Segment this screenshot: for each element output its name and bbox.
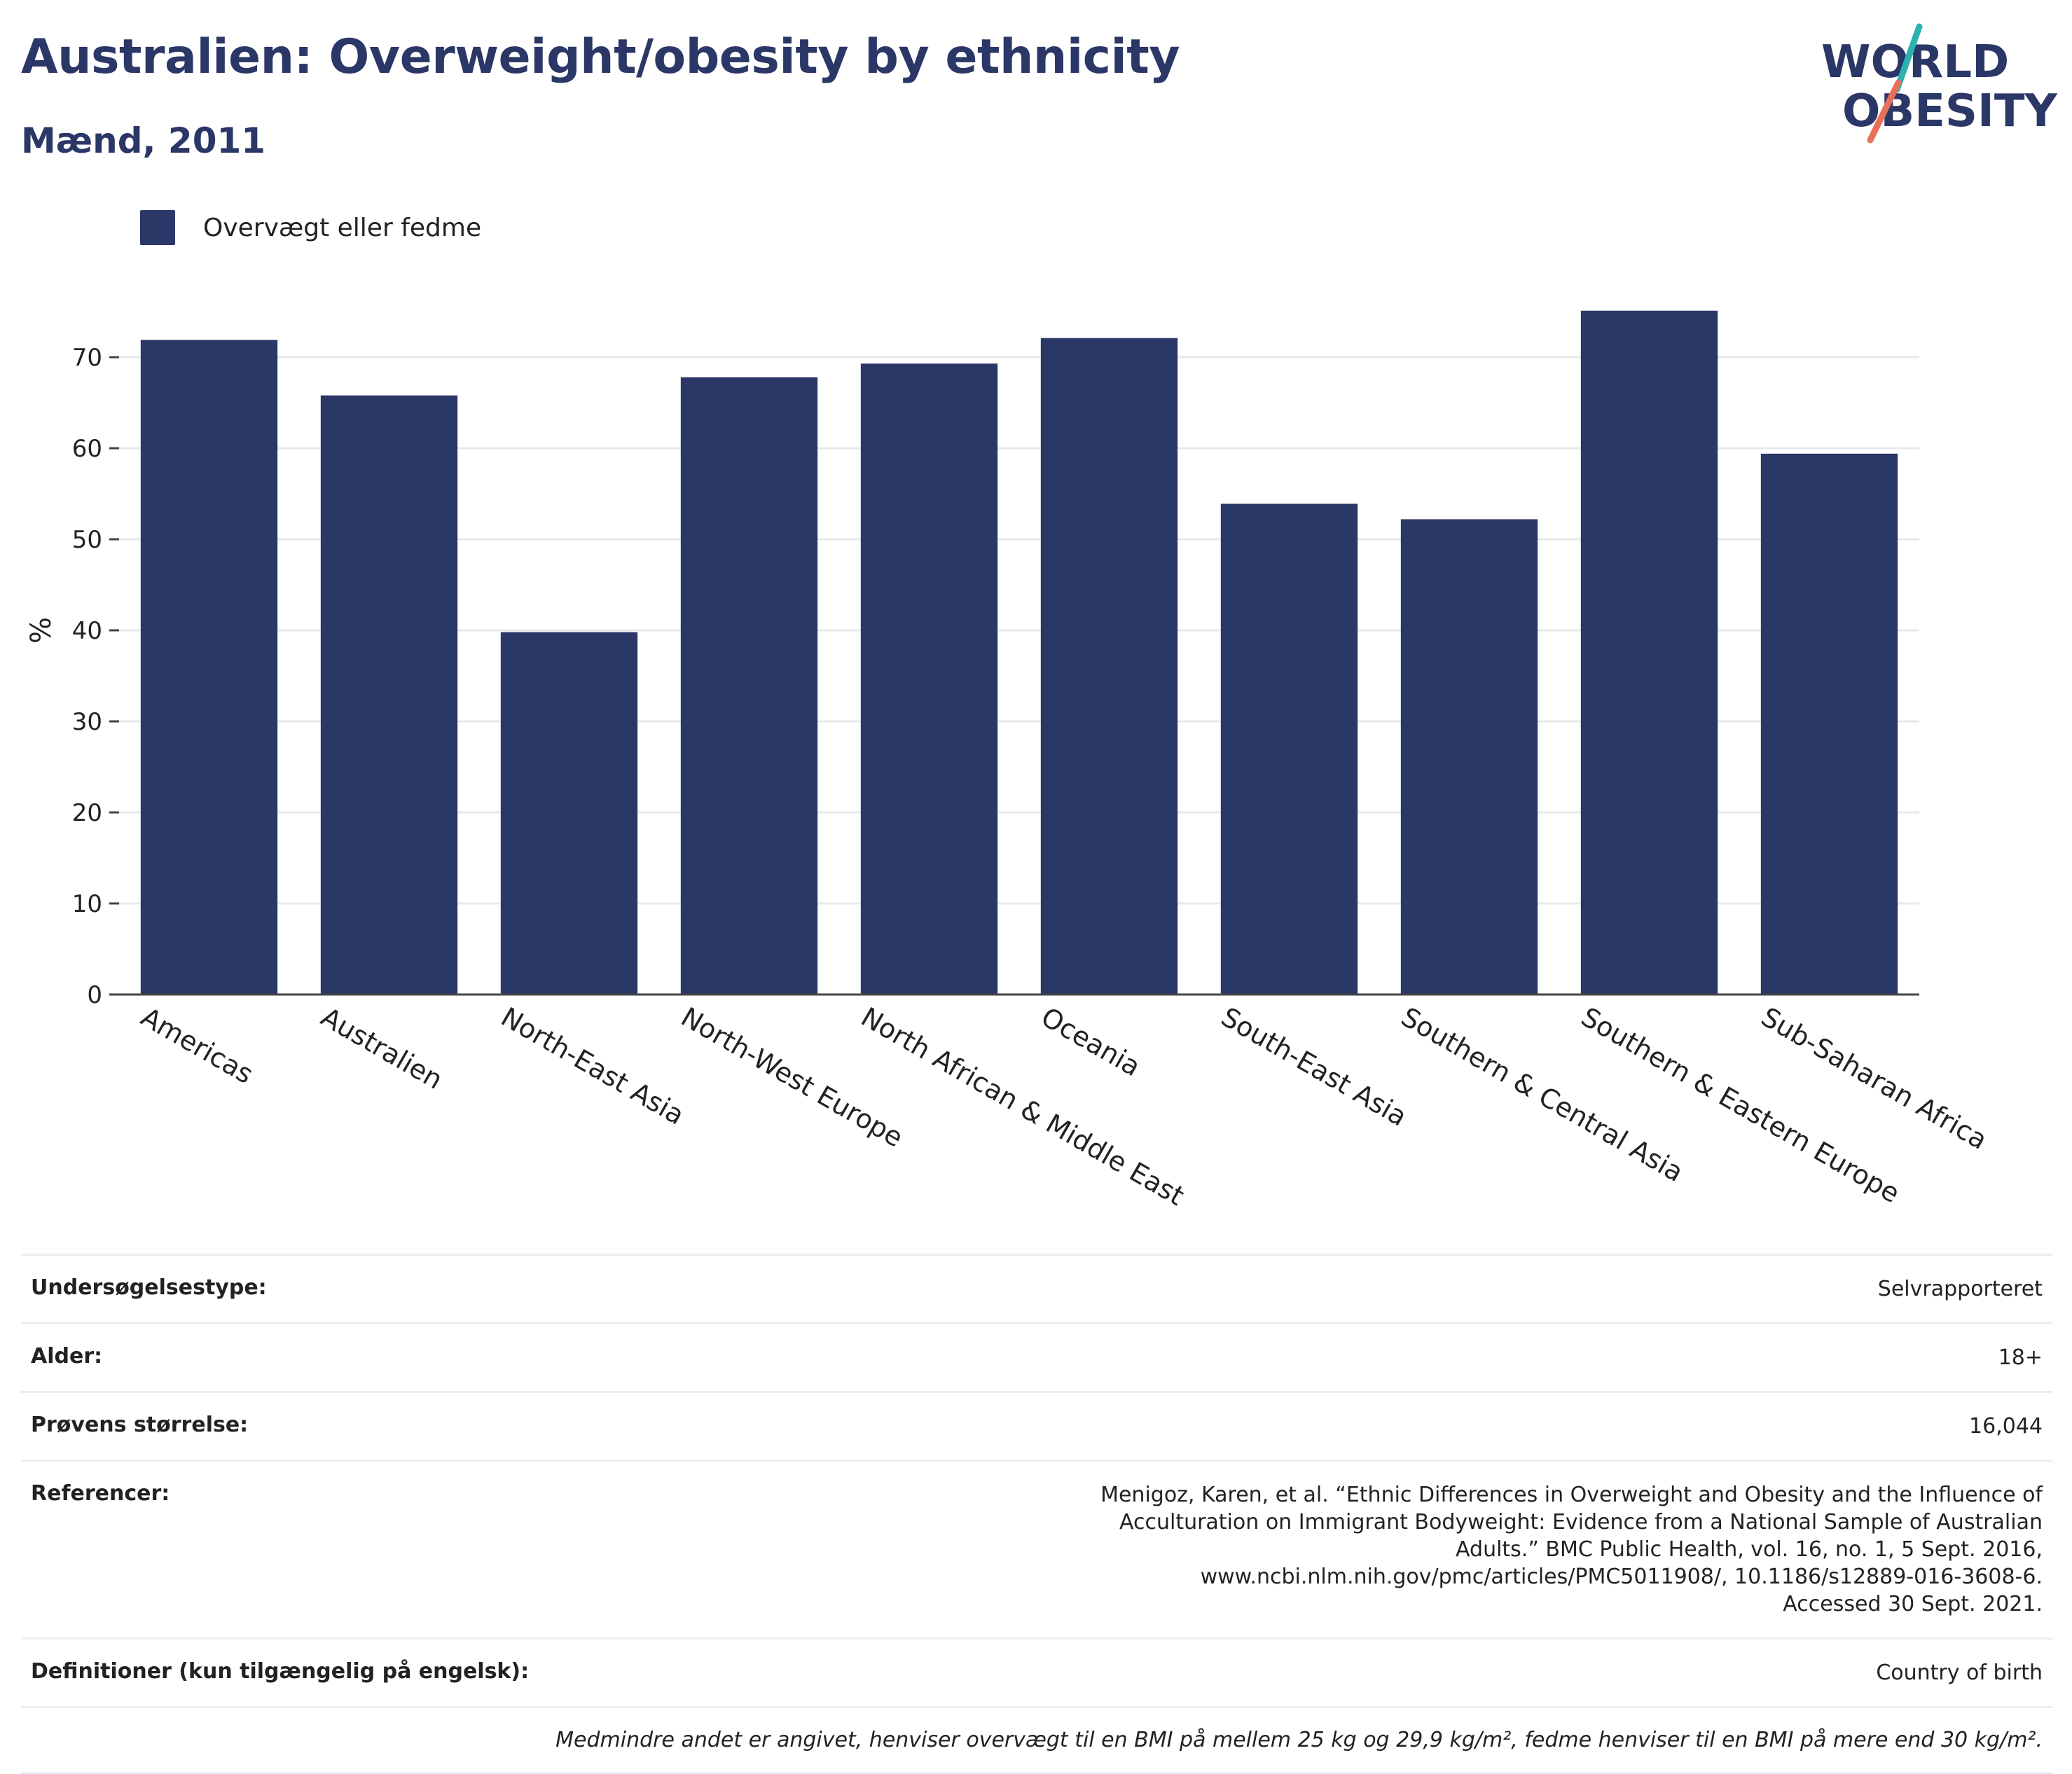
bar[interactable] (1220, 504, 1358, 995)
info-value: Country of birth (539, 1637, 2052, 1707)
x-category-label: South-East Asia (1216, 1002, 1412, 1132)
legend-swatch (140, 210, 175, 245)
info-label: Alder: (21, 1322, 539, 1392)
x-category-label: Oceania (1036, 1002, 1146, 1083)
info-table: Undersøgelsestype: Selvrapporteret Alder: 1… (21, 1254, 2052, 1774)
x-category-label: Southern & Central Asia (1396, 1002, 1689, 1188)
info-value: 16,044 (539, 1391, 2052, 1461)
bar[interactable] (1040, 338, 1178, 995)
y-tick-label: 50 (72, 526, 102, 554)
bar[interactable] (320, 395, 458, 995)
legend-label: Overvægt eller fedme (203, 213, 482, 242)
info-value[interactable]: Menigoz, Karen, et al. “Ethnic Differenc… (539, 1460, 2052, 1639)
info-label: Prøvens størrelse: (21, 1391, 539, 1461)
y-axis-title: % (25, 617, 57, 644)
footnote-row: Medmindre andet er angivet, henviser ove… (21, 1706, 2052, 1774)
x-category-label: Americas (136, 1002, 258, 1090)
y-tick-label: 70 (72, 344, 102, 372)
y-tick-label: 60 (72, 435, 102, 463)
footnote: Medmindre andet er angivet, henviser ove… (21, 1706, 2052, 1774)
bar[interactable] (860, 363, 998, 995)
chart-subtitle: Mænd, 2011 (21, 120, 266, 161)
y-tick-label: 20 (72, 799, 102, 827)
bar[interactable] (1760, 453, 1898, 995)
bar[interactable] (500, 632, 638, 995)
y-tick-label: 40 (72, 617, 102, 645)
info-row: Referencer: Menigoz, Karen, et al. “Ethni… (21, 1460, 2052, 1639)
bar[interactable] (1400, 519, 1538, 995)
info-row: Prøvens størrelse: 16,044 (21, 1391, 2052, 1461)
info-row: Alder: 18+ (21, 1322, 2052, 1392)
x-category-label: Southern & Eastern Europe (1576, 1002, 1905, 1209)
info-label: Definitioner (kun tilgængelig på engelsk… (21, 1637, 539, 1707)
y-tick-label: 10 (72, 890, 102, 918)
bar[interactable] (680, 377, 818, 995)
chart-title: Australien: Overweight/obesity by ethnic… (21, 29, 1180, 85)
y-tick-label: 0 (87, 981, 102, 1009)
x-category-label: North-East Asia (496, 1002, 689, 1131)
x-category-label: North African & Middle East (856, 1002, 1189, 1212)
info-value: 18+ (539, 1322, 2052, 1392)
legend[interactable]: Overvægt eller fedme (140, 210, 481, 245)
info-row: Definitioner (kun tilgængelig på engelsk… (21, 1637, 2052, 1707)
info-row: Undersøgelsestype: Selvrapporteret (21, 1254, 2052, 1324)
world-obesity-logo: WORLD OBESITY (1821, 20, 2059, 160)
bar[interactable] (1580, 310, 1718, 995)
bar[interactable] (140, 340, 278, 995)
bar-chart: 0 10 20 30 40 50 60 70% Americas Australien North-… (25, 310, 1992, 1212)
info-value: Selvrapporteret (539, 1254, 2052, 1324)
x-category-label: Australien (316, 1002, 448, 1095)
y-tick-label: 30 (72, 708, 102, 736)
info-label: Referencer: (21, 1460, 539, 1639)
info-label: Undersøgelsestype: (21, 1254, 539, 1324)
